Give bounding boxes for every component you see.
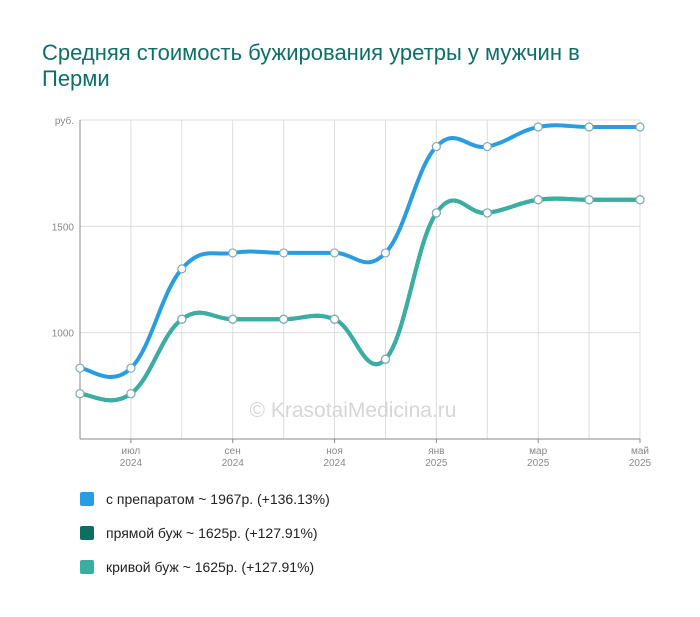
legend-item-with-drug[interactable]: с препаратом ~ 1967р. (+136.13%) [80, 488, 330, 510]
x-tick-label-month: сен [225, 446, 241, 457]
data-point [533, 195, 543, 205]
series-points [75, 122, 645, 399]
data-point [482, 141, 492, 152]
legend-swatch [80, 526, 94, 540]
data-point [635, 122, 645, 132]
data-point [329, 248, 340, 258]
data-point [177, 264, 187, 274]
data-point [533, 122, 543, 132]
y-tick-label: 1000 [52, 329, 75, 340]
data-point [279, 248, 289, 258]
x-tick-label-year: 2024 [323, 458, 346, 469]
data-point [584, 195, 594, 205]
legend-label: кривой буж ~ 1625р. (+127.91%) [106, 559, 315, 575]
x-tick-label-year: 2024 [222, 458, 245, 469]
data-point [380, 354, 391, 364]
legend-label: прямой буж ~ 1625р. (+127.91%) [106, 525, 318, 541]
data-point [431, 141, 441, 152]
y-tick-label: 1500 [52, 222, 75, 233]
x-tick-label-month: май [631, 446, 649, 457]
data-point [584, 122, 594, 132]
series-lines [78, 123, 642, 403]
axes: руб.10001500июл2024сен2024ноя2024янв2025… [52, 115, 652, 469]
grid [79, 119, 641, 439]
x-tick-label-month: янв [428, 446, 444, 457]
data-point [75, 363, 85, 373]
data-point [431, 208, 441, 218]
y-axis-label: руб. [55, 115, 74, 127]
legend-label: с препаратом ~ 1967р. (+136.13%) [106, 491, 330, 507]
data-point [482, 208, 492, 218]
legend-item-straight-bougie[interactable]: прямой буж ~ 1625р. (+127.91%) [80, 522, 330, 544]
watermark: © KrasotaiMedicina.ru [250, 399, 457, 422]
chart-title: Средняя стоимость бужирования уретры у м… [42, 40, 580, 91]
x-tick-label-month: мар [529, 446, 547, 457]
x-tick-label-year: 2025 [425, 458, 448, 469]
data-point [228, 248, 238, 258]
data-point [126, 389, 136, 399]
data-point [279, 314, 289, 324]
data-point [329, 314, 340, 324]
x-tick-label-month: ноя [326, 446, 343, 457]
data-point [75, 389, 85, 399]
legend-item-curved-bougie[interactable]: кривой буж ~ 1625р. (+127.91%) [80, 556, 330, 578]
data-point [126, 363, 136, 373]
data-point [228, 314, 238, 324]
legend-swatch [80, 560, 94, 574]
legend: с препаратом ~ 1967р. (+136.13%) прямой … [80, 488, 330, 590]
data-point [635, 195, 645, 205]
x-tick-label-month: июл [122, 446, 141, 457]
data-point [380, 248, 391, 258]
data-point [177, 314, 187, 324]
x-tick-label-year: 2024 [120, 458, 143, 469]
legend-swatch [80, 492, 94, 506]
x-tick-label-year: 2025 [527, 458, 550, 469]
x-tick-label-year: 2025 [629, 458, 652, 469]
